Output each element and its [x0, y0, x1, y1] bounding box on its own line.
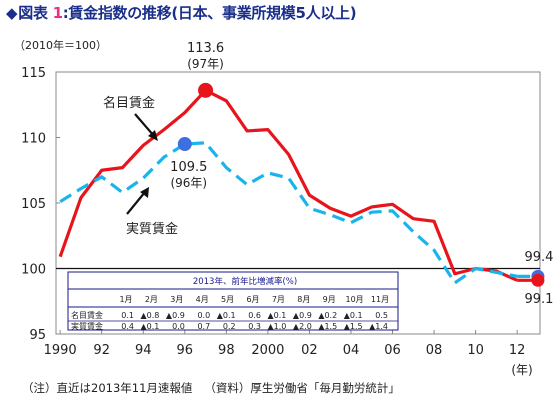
inset-table-month: 1月: [119, 295, 132, 304]
x-tick-label: 06: [384, 343, 401, 358]
series-arrow-real: [126, 191, 146, 215]
inset-table-cell: 0.0: [172, 322, 185, 331]
inset-table-cell: 0.4: [121, 322, 134, 331]
y-tick-label: 110: [21, 132, 46, 147]
figure-label: 図表: [18, 4, 48, 22]
inset-table-cell: ▲1.4: [369, 322, 388, 331]
inset-table-month: 9月: [323, 295, 336, 304]
series-line-real: [59, 141, 518, 285]
y-tick-label: 115: [21, 66, 46, 81]
inset-table-cell: 0.5: [375, 311, 388, 320]
peak-value-label-real: 109.5: [170, 160, 207, 175]
inset-table-cell: ▲0.1: [217, 311, 236, 320]
inset-table-cell: ▲2.0: [293, 322, 312, 331]
inset-table-cell: ▲0.1: [344, 311, 363, 320]
inset-table-cell: ▲0.1: [268, 311, 287, 320]
x-tick-label: 96: [177, 343, 194, 358]
y-tick-label: 105: [21, 197, 46, 212]
y-tick-label: 100: [21, 263, 46, 278]
latest-value-label-nominal: 99.1: [524, 292, 553, 307]
inset-table-month: 2月: [145, 295, 158, 304]
footnote: （注）直近は2013年11月速報値 （資料）厚生労働省「毎月勤労統計」: [22, 380, 400, 396]
inset-table-cell: 0.1: [121, 311, 134, 320]
peak-value-label-nominal: 113.6: [187, 41, 224, 56]
footnote-source: （資料）厚生労働省「毎月勤労統計」: [204, 381, 400, 395]
inset-table-cell: 0.0: [197, 311, 210, 320]
inset-table-month: 11月: [371, 295, 389, 304]
inset-table-month: 7月: [272, 295, 285, 304]
inset-table-cell: 0.6: [248, 311, 261, 320]
latest-value-label-real: 99.4: [524, 250, 553, 265]
x-tick-label: 10: [467, 343, 484, 358]
x-tick-label: 94: [135, 343, 152, 358]
inset-table-cell: ▲1.5: [344, 322, 363, 331]
x-tick-label: 98: [218, 343, 235, 358]
peak-marker-nominal: [198, 82, 214, 98]
y-tick-label: 95: [29, 328, 46, 343]
series-arrowhead-real: [140, 187, 149, 198]
inset-table-month: 3月: [170, 295, 183, 304]
chart-title: ◆図表 1:賃金指数の推移(日本、事業所規模5人以上): [6, 2, 357, 23]
latest-marker-nominal: [531, 273, 545, 287]
series-label-real: 実質賃金: [126, 221, 178, 237]
inset-table-cell: ▲0.9: [166, 311, 185, 320]
x-tick-label: 92: [93, 343, 110, 358]
inset-table-row-label: 実質賃金: [71, 321, 103, 331]
unit-note: （2010年＝100）: [14, 39, 107, 52]
figure-caption: :賃金指数の推移(日本、事業所規模5人以上): [62, 4, 357, 22]
inset-table-month: 4月: [196, 295, 209, 304]
inset-table-title: 2013年、前年比増減率(%): [193, 276, 297, 287]
figure-number: 1: [52, 4, 63, 22]
peak-period-label-real: (96年): [170, 176, 207, 190]
x-tick-label: 04: [343, 343, 360, 358]
peak-marker-real: [177, 137, 192, 152]
inset-table-month: 10月: [346, 295, 364, 304]
inset-table-cell: 0.7: [197, 322, 210, 331]
inset-table-cell: ▲0.8: [141, 311, 160, 320]
x-tick-label: 2000: [251, 343, 284, 358]
inset-table-month: 5月: [221, 295, 234, 304]
inset-table-frame: [67, 271, 399, 331]
x-tick-label: 02: [301, 343, 318, 358]
footnote-note: （注）直近は2013年11月速報値: [22, 381, 193, 395]
peak-period-label-nominal: (97年): [187, 57, 224, 71]
inset-table-cell: ▲0.2: [318, 311, 337, 320]
series-arrowhead-nominal: [148, 130, 158, 141]
diamond-icon: ◆: [6, 4, 18, 22]
x-axis-unit: (年): [511, 363, 532, 377]
x-tick-label: 1990: [44, 343, 77, 358]
inset-table-cell: ▲1.0: [268, 322, 287, 331]
series-arrow-nominal: [134, 113, 155, 137]
x-tick-label: 08: [426, 343, 443, 358]
inset-table-row-label: 名目賃金: [71, 310, 103, 320]
series-line-nominal: [58, 88, 518, 282]
inset-table-cell: ▲0.1: [141, 322, 160, 331]
series-label-nominal: 名目賃金: [103, 95, 155, 111]
x-tick-label: 12: [509, 343, 526, 358]
inset-table-month: 6月: [246, 295, 259, 304]
inset-table-cell: 0.2: [223, 322, 236, 331]
inset-table-cell: 0.3: [248, 322, 261, 331]
inset-table-cell: ▲1.5: [318, 322, 337, 331]
inset-table-month: 8月: [297, 295, 310, 304]
inset-table-cell: ▲0.9: [293, 311, 312, 320]
